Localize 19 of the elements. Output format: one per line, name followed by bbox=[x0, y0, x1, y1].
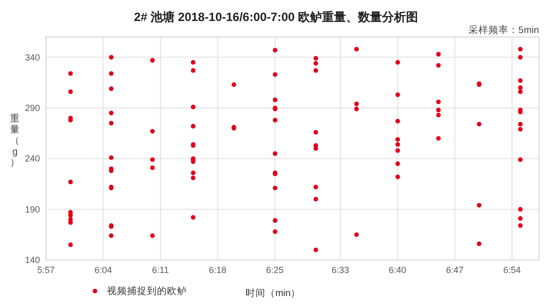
y-axis-title: 重量（g） bbox=[10, 112, 20, 168]
x-tick-label: 6:40 bbox=[388, 265, 406, 275]
text: 采样频率：5min bbox=[468, 24, 539, 36]
chart-title: 2# 池塘 2018-10-16/6:00-7:00 欧鲈重量、数量分析图 bbox=[134, 10, 418, 24]
legend-label: 视频捕捉到的欧鲈 bbox=[107, 285, 187, 297]
y-tick-label: 290 bbox=[24, 102, 40, 113]
x-tick-label: 6:33 bbox=[332, 265, 350, 275]
x-tick-label: 6:54 bbox=[503, 265, 521, 275]
x-tick-label: 5:57 bbox=[37, 265, 55, 275]
y-tick-label: 240 bbox=[24, 154, 40, 164]
y-tick-label: 340 bbox=[24, 52, 40, 62]
y-tick-label: 190 bbox=[24, 204, 40, 214]
x-axis-title: 时间（min） bbox=[245, 287, 301, 299]
x-tick-label: 6:18 bbox=[208, 265, 226, 275]
y-tick-label: 140 bbox=[24, 255, 40, 265]
x-tick-label: 6:11 bbox=[152, 265, 169, 275]
x-tick-label: 6:25 bbox=[266, 265, 284, 275]
x-tick-label: 6:04 bbox=[94, 265, 112, 275]
x-tick-label: 6:47 bbox=[446, 265, 464, 275]
